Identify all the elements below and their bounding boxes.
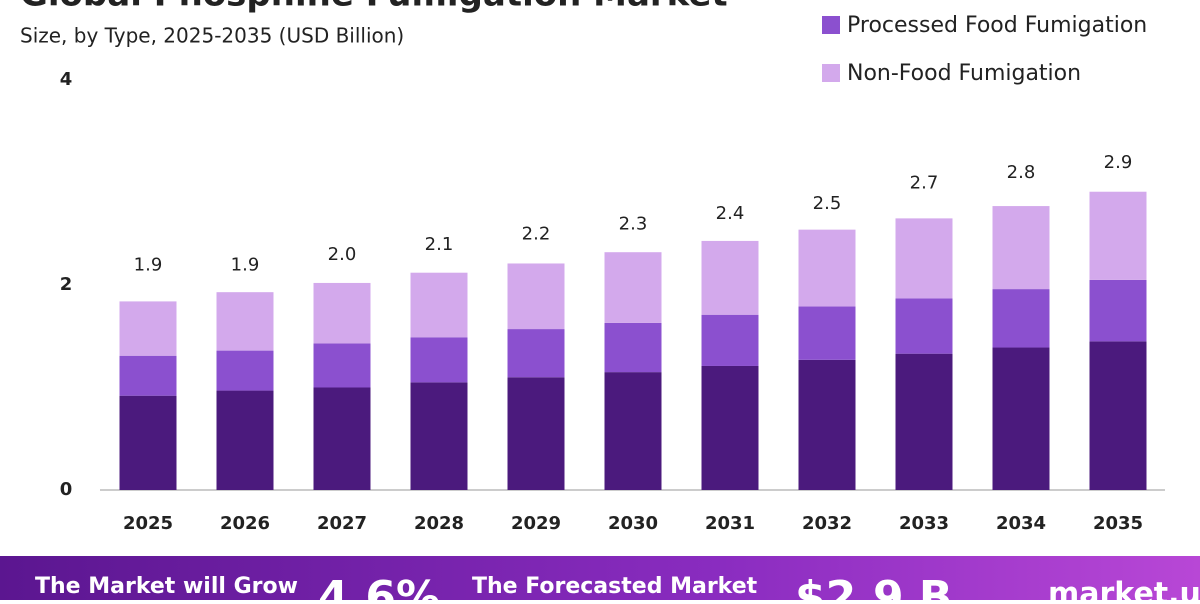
bar-segment — [992, 347, 1050, 490]
bar-segment — [701, 314, 759, 366]
legend-swatch — [822, 16, 840, 34]
banner — [0, 556, 1200, 600]
bar-segment — [895, 298, 953, 354]
bar-segment — [604, 372, 662, 490]
total-label: 2.5 — [813, 193, 842, 214]
bar-segment — [313, 343, 371, 388]
x-tick-label: 2025 — [123, 513, 173, 534]
banner-forecast-value: $2.9 B — [795, 572, 952, 600]
x-tick-label: 2032 — [802, 513, 852, 534]
bar-segment — [992, 206, 1050, 290]
bar-segment — [410, 272, 468, 338]
chart-title: Global Phosphine Fumigation Market — [20, 0, 728, 15]
bar-segment — [992, 289, 1050, 348]
total-label: 2.3 — [619, 213, 648, 234]
bar-segment — [798, 306, 856, 360]
x-tick-label: 2033 — [899, 513, 949, 534]
x-tick-label: 2026 — [220, 513, 270, 534]
bar-segment — [313, 282, 371, 344]
x-tick-label: 2031 — [705, 513, 755, 534]
bar-segment — [119, 355, 177, 396]
banner-grow: The Market will Grow — [35, 574, 298, 599]
bar-segment — [216, 350, 274, 391]
chart-subtitle: Size, by Type, 2025-2035 (USD Billion) — [20, 24, 404, 48]
total-label: 2.2 — [522, 224, 551, 245]
bar-segment — [798, 229, 856, 307]
banner-brand: market.us — [1048, 577, 1200, 601]
bar-segment — [895, 353, 953, 490]
total-label: 2.4 — [716, 203, 745, 224]
y-tick-label: 2 — [60, 274, 73, 295]
x-tick-label: 2035 — [1093, 513, 1143, 534]
bar-segment — [1089, 341, 1147, 490]
x-tick-label: 2034 — [996, 513, 1046, 534]
total-label: 2.9 — [1104, 152, 1133, 173]
x-tick-label: 2029 — [511, 513, 561, 534]
y-tick-label: 0 — [60, 479, 73, 500]
total-label: 2.1 — [425, 234, 454, 255]
bar-segment — [798, 359, 856, 490]
y-tick-label: 4 — [60, 69, 73, 90]
banner-forecast: The Forecasted Market — [472, 574, 758, 599]
total-label: 2.7 — [910, 172, 939, 193]
x-tick-label: 2027 — [317, 513, 367, 534]
bar-segment — [1089, 279, 1147, 342]
bar-segment — [701, 240, 759, 315]
bar-segment — [216, 292, 274, 351]
bar-segment — [119, 395, 177, 490]
total-label: 2.8 — [1007, 162, 1036, 183]
bar-segment — [216, 390, 274, 490]
x-tick-label: 2028 — [414, 513, 464, 534]
bar-segment — [410, 382, 468, 490]
bar-segment — [119, 301, 177, 356]
bar-segment — [1089, 191, 1147, 280]
bar-segment — [604, 252, 662, 323]
total-label: 1.9 — [231, 254, 260, 275]
bar-segment — [313, 387, 371, 490]
total-label: 1.9 — [134, 254, 163, 275]
bar-segment — [895, 218, 953, 299]
bar-segment — [701, 365, 759, 490]
total-label: 2.0 — [328, 244, 357, 265]
x-tick-label: 2030 — [608, 513, 658, 534]
legend-label: Non-Food Fumigation — [847, 61, 1081, 86]
bar-segment — [507, 377, 565, 490]
banner-cagr: 4.6% — [318, 572, 440, 600]
bar-segment — [507, 263, 565, 330]
bar-segment — [507, 329, 565, 378]
bar-segment — [410, 337, 468, 383]
legend-label: Processed Food Fumigation — [847, 13, 1147, 38]
legend-swatch — [822, 64, 840, 82]
bar-segment — [604, 322, 662, 373]
